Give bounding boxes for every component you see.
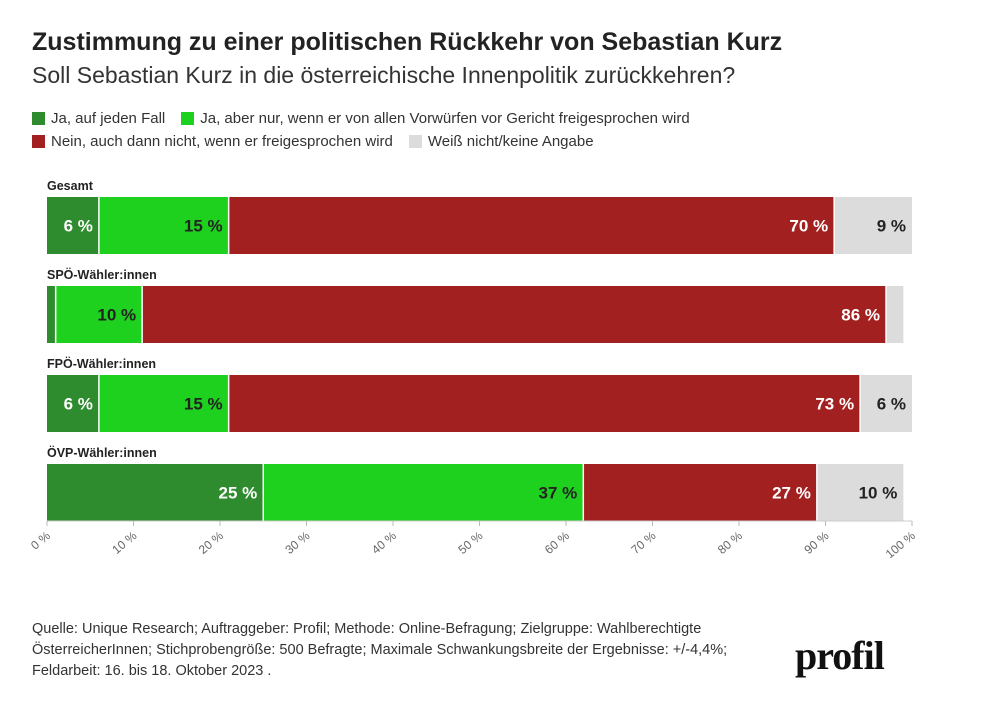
bar-segment — [47, 286, 56, 343]
group-label: Gesamt — [47, 179, 94, 193]
x-tick-label: 100 % — [883, 528, 918, 561]
legend-swatch — [181, 112, 195, 125]
bar-segment — [47, 375, 99, 432]
value-label: 15 % — [184, 395, 223, 414]
value-label: 70 % — [789, 217, 828, 236]
x-tick-label: 40 % — [369, 528, 399, 557]
legend-swatch — [32, 112, 45, 125]
value-label: 25 % — [219, 484, 258, 503]
value-label: 86 % — [841, 306, 880, 325]
legend-swatch — [408, 135, 422, 148]
chart-title: Zustimmung zu einer politischen Rückkehr… — [32, 28, 783, 56]
bar-segment — [228, 375, 861, 432]
value-label: 27 % — [772, 484, 811, 503]
bar-segment — [98, 197, 229, 254]
x-tick-label: 90 % — [801, 528, 831, 557]
value-label: 6 % — [64, 217, 93, 236]
group-label: FPÖ-Wähler:innen — [47, 356, 156, 371]
value-label: 73 % — [815, 395, 854, 414]
legend-item-weiss-nicht: Weiß nicht/keine Angabe — [408, 133, 594, 150]
x-tick-label: 0 % — [28, 528, 53, 552]
profil-logo: profil — [795, 633, 885, 678]
x-tick-label: 30 % — [282, 528, 312, 557]
x-tick-label: 50 % — [455, 528, 485, 557]
bar-segment — [816, 464, 904, 521]
x-tick-label: 20 % — [196, 528, 226, 557]
bar-segment — [228, 197, 835, 254]
bar-segment — [142, 286, 887, 343]
x-tick-label: 80 % — [715, 528, 745, 557]
bar-segment — [886, 286, 904, 343]
value-label: 15 % — [184, 217, 223, 236]
legend: Ja, auf jeden Fall Ja, aber nur, wenn er… — [32, 110, 932, 156]
chart-subtitle: Soll Sebastian Kurz in die österreichisc… — [32, 62, 736, 88]
stacked-bar-chart: Gesamt 6 % 15 % 70 % 9 % SPÖ-Wähler:innen 10 %… — [28, 179, 918, 561]
value-label: 9 % — [877, 217, 906, 236]
legend-label: Nein, auch dann nicht, wenn er freigespr… — [51, 133, 393, 150]
legend-item-ja-jedenfall: Ja, auf jeden Fall — [32, 110, 165, 127]
legend-label: Ja, aber nur, wenn er von allen Vorwürfe… — [200, 110, 690, 127]
bar-segment — [263, 464, 584, 521]
bar-segment — [55, 286, 143, 343]
source-note: Quelle: Unique Research; Auftraggeber: P… — [32, 621, 728, 679]
value-label: 6 % — [64, 395, 93, 414]
bar-segment — [834, 197, 912, 254]
value-label: 6 % — [877, 395, 906, 414]
x-tick-label: 10 % — [109, 528, 139, 557]
value-label: 37 % — [539, 484, 578, 503]
bar-segment — [583, 464, 817, 521]
group-label: SPÖ-Wähler:innen — [47, 267, 157, 282]
value-label: 10 % — [859, 484, 898, 503]
group-label: ÖVP-Wähler:innen — [47, 445, 157, 460]
x-tick-label: 60 % — [542, 528, 572, 557]
bar-segment — [47, 197, 99, 254]
legend-item-nein: Nein, auch dann nicht, wenn er freigespr… — [32, 133, 393, 150]
bar-segment — [860, 375, 912, 432]
legend-label: Weiß nicht/keine Angabe — [427, 133, 594, 150]
bar-segment — [47, 464, 264, 521]
legend-swatch — [32, 135, 45, 148]
value-label: 10 % — [97, 306, 136, 325]
legend-label: Ja, auf jeden Fall — [51, 110, 166, 127]
bar-segment — [98, 375, 229, 432]
legend-item-ja-freispruch: Ja, aber nur, wenn er von allen Vorwürfe… — [181, 110, 690, 127]
x-tick-label: 70 % — [628, 528, 658, 557]
